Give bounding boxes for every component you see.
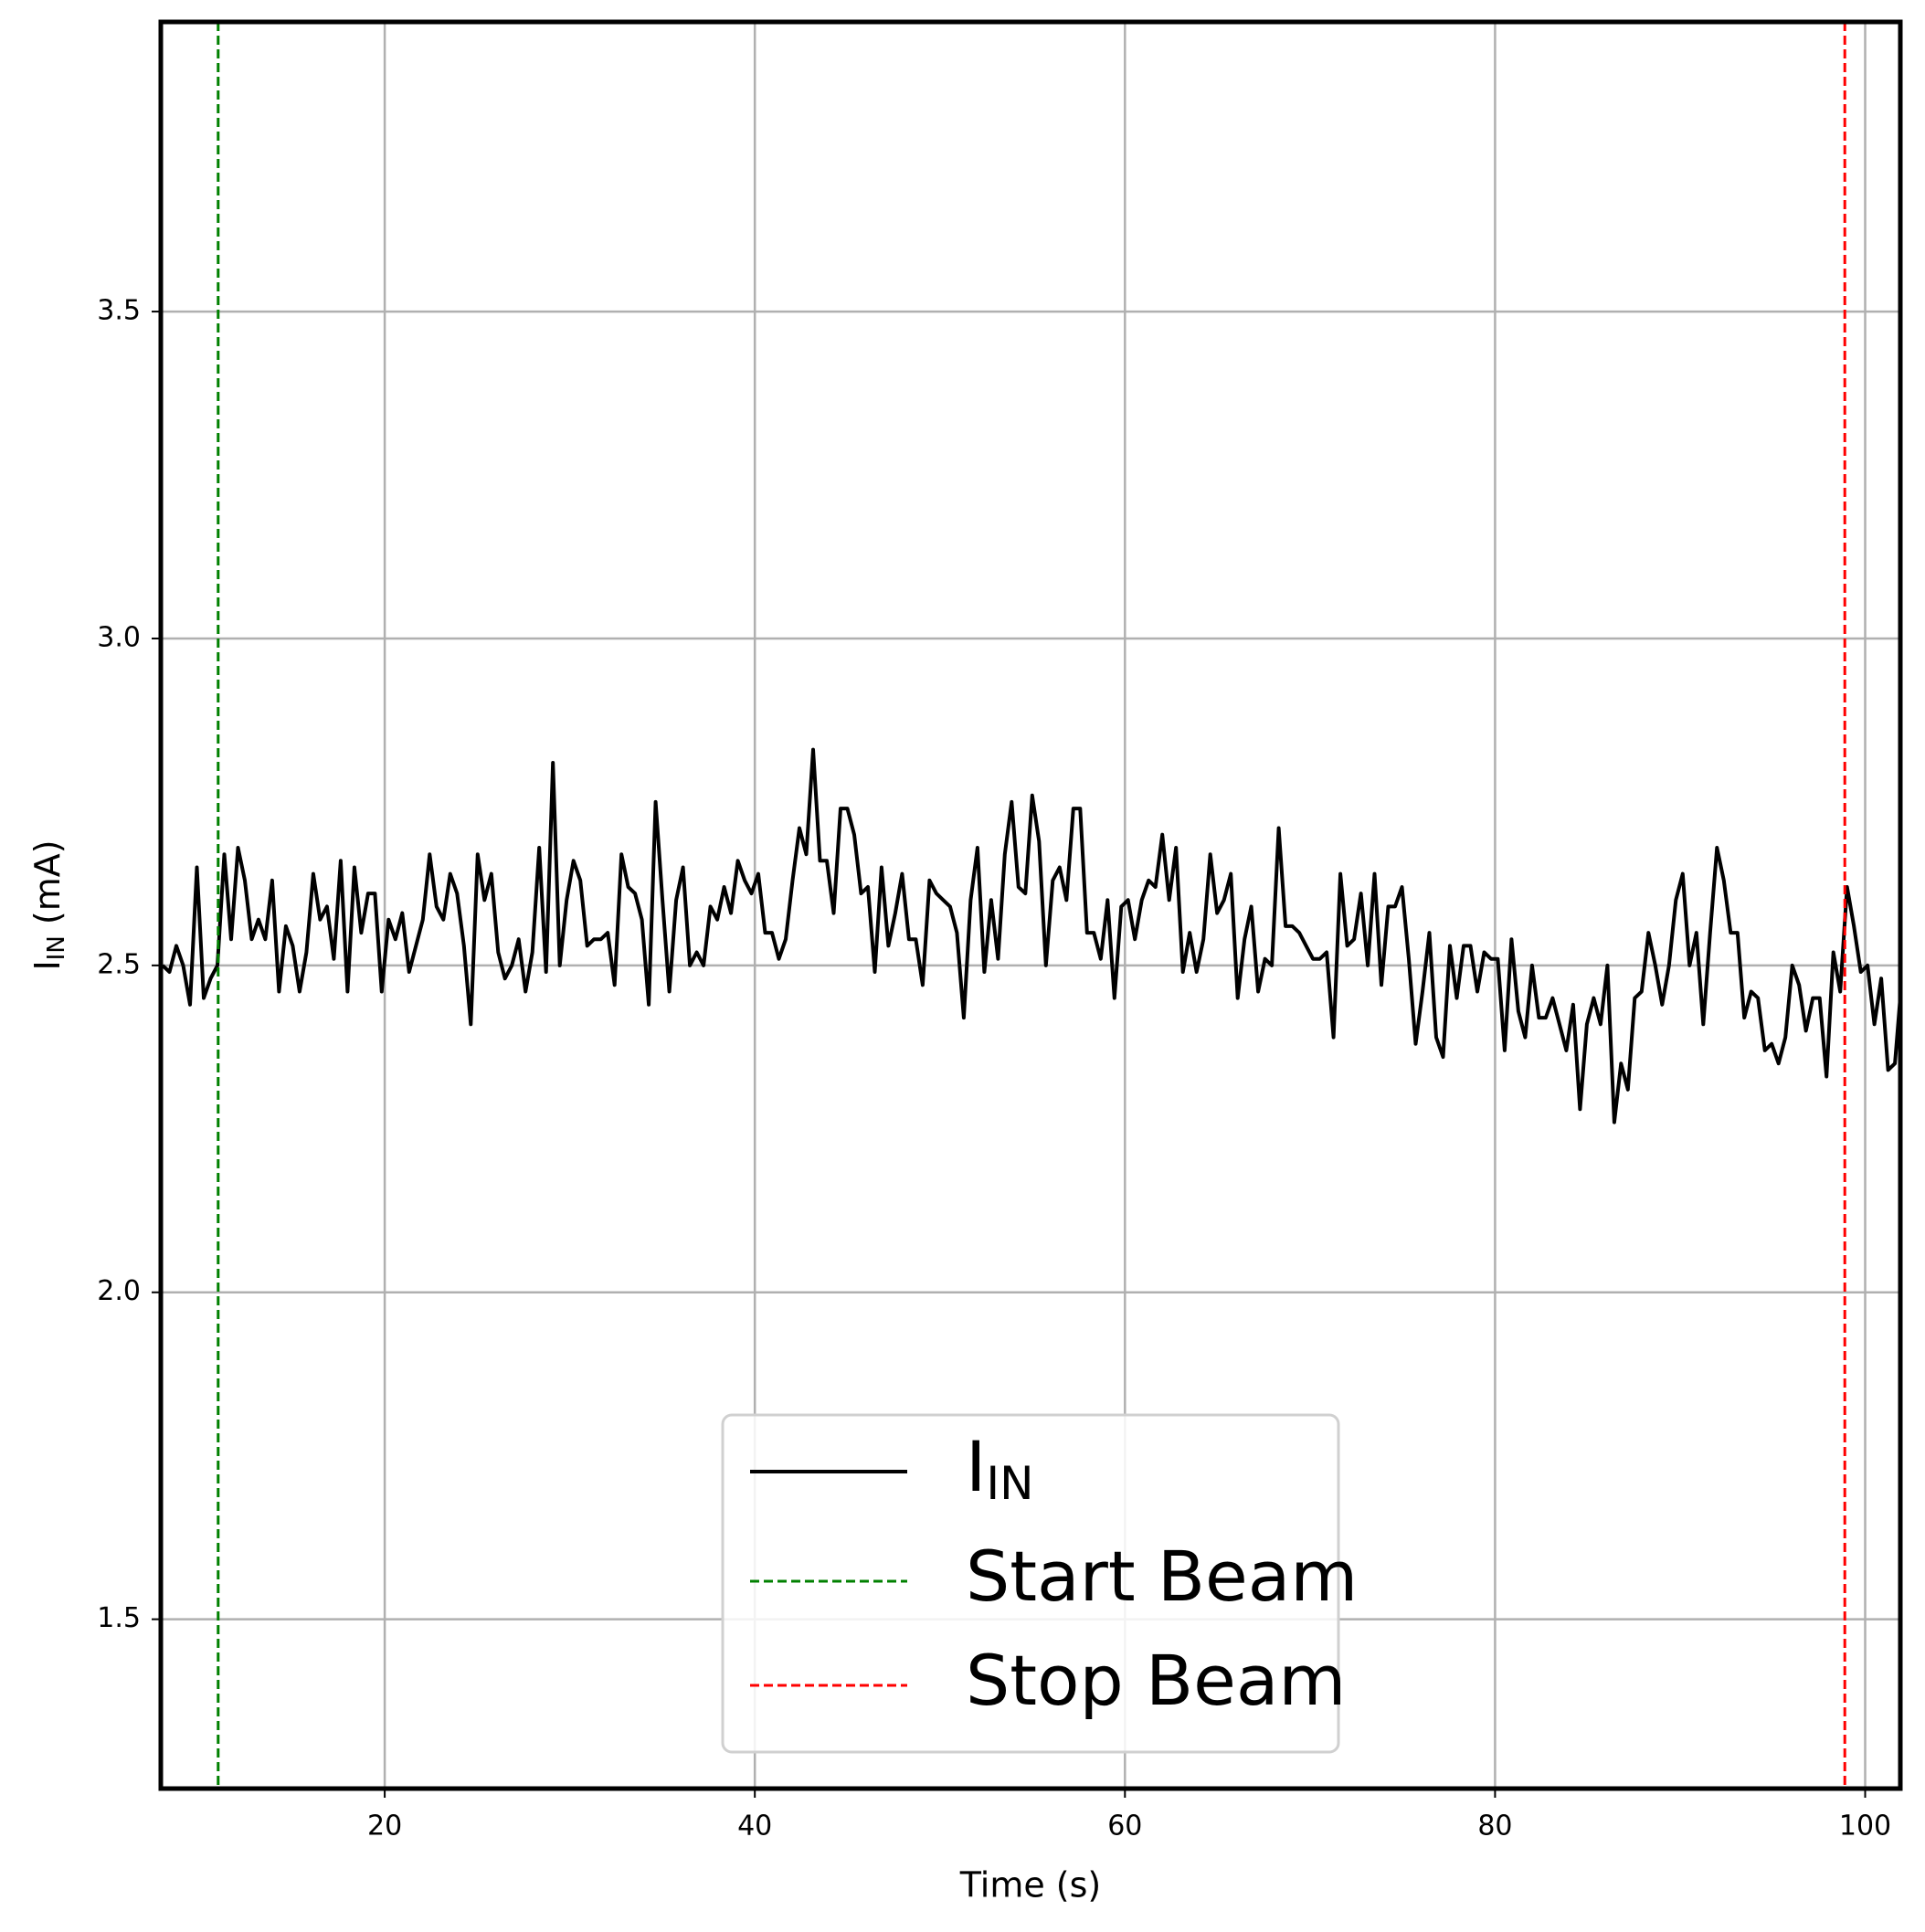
x-tick-label: 40 — [737, 1811, 772, 1842]
legend-label-main: I — [966, 1426, 986, 1507]
y-label-unit: (mA) — [27, 839, 68, 935]
y-tick-label: 3.0 — [97, 621, 141, 653]
legend-label: IIN — [966, 1426, 1034, 1510]
legend-box — [721, 1413, 1340, 1754]
legend-label: Start Beam — [966, 1536, 1358, 1617]
legend-label: Stop Beam — [966, 1640, 1346, 1721]
y-tick-label: 2.0 — [97, 1275, 141, 1307]
legend-label-sub: IN — [986, 1457, 1033, 1510]
y-axis-label: IIN (mA) — [27, 839, 70, 970]
y-tick-label: 3.5 — [97, 295, 141, 327]
y-label-sub: IN — [43, 935, 70, 960]
y-label-main: I — [27, 960, 68, 970]
y-tick-label: 2.5 — [97, 948, 141, 980]
data-line — [161, 747, 1900, 1124]
legend: IIN Start Beam Stop Beam — [721, 1413, 1358, 1754]
x-tick-label: 60 — [1107, 1811, 1142, 1842]
y-tick-label: 1.5 — [97, 1602, 141, 1634]
x-axis-label: Time (s) — [959, 1865, 1102, 1906]
x-tick-label: 20 — [367, 1811, 402, 1842]
plot-area — [161, 22, 1900, 1789]
x-tick-label: 80 — [1477, 1811, 1512, 1842]
axes-frame — [158, 19, 1903, 1791]
x-tick-label: 100 — [1839, 1811, 1891, 1842]
